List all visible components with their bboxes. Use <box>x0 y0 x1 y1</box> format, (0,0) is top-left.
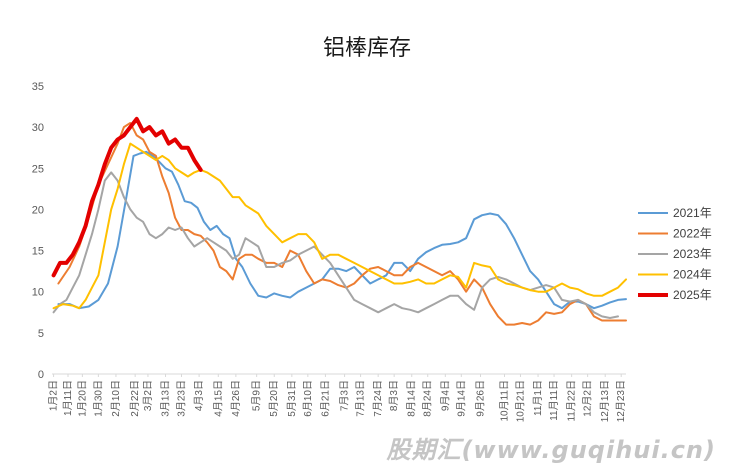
watermark-text: 股期汇(www.guqihui.cn) <box>386 436 716 464</box>
axis-layer: 0 5 10 15 20 25 30 35 1月2日 1月11日 1月20日 1月30日 2月10日 2月… <box>32 81 627 422</box>
legend-label: 2022年 <box>673 227 712 241</box>
x-tick-label: 9月26日 <box>475 380 487 417</box>
x-tick-label: 11月22日 <box>566 380 578 422</box>
chart-title: 铝棒库存 <box>322 36 411 61</box>
x-tick-label: 11月11日 <box>548 380 560 421</box>
x-tick-label: 3月2日 <box>142 380 154 411</box>
y-tick-label: 5 <box>38 328 44 340</box>
x-tick-label: 4月15日 <box>212 380 224 417</box>
x-tick-label: 3月23日 <box>176 380 188 417</box>
legend-label: 2024年 <box>673 268 712 282</box>
x-tick-label: 5月31日 <box>286 380 298 417</box>
x-tick-label: 5月9日 <box>251 380 263 411</box>
y-tick-label: 30 <box>32 122 44 134</box>
x-tick-label: 4月3日 <box>193 380 205 411</box>
x-tick-label: 1月2日 <box>48 380 60 411</box>
series-layer <box>51 116 627 326</box>
x-tick-label: 10月21日 <box>514 380 526 422</box>
x-tick-label: 5月20日 <box>268 380 280 417</box>
y-tick-label: 15 <box>32 246 44 258</box>
x-tick-label: 1月11日 <box>62 380 74 416</box>
x-tick-label: 2月22日 <box>129 380 141 417</box>
legend-label: 2023年 <box>673 247 712 261</box>
x-tick-label: 8月14日 <box>406 380 418 417</box>
legend-label: 2021年 <box>673 206 712 220</box>
x-tick-label: 1月20日 <box>76 380 88 417</box>
series-line-2 <box>57 122 627 326</box>
y-tick-label: 20 <box>32 204 44 216</box>
x-tick-label: 3月13日 <box>160 380 172 417</box>
y-tick-label: 35 <box>32 81 44 93</box>
y-tick-label: 0 <box>38 369 44 381</box>
x-tick-label: 4月26日 <box>230 380 242 417</box>
x-tick-label: 7月3日 <box>339 380 351 411</box>
x-tick-label: 12月2日 <box>582 380 594 417</box>
x-tick-label: 7月24日 <box>372 380 384 417</box>
legend-label: 2025年 <box>673 288 712 302</box>
x-tick-label: 9月4日 <box>439 380 451 411</box>
x-tick-label: 12月13日 <box>599 380 611 422</box>
x-tick-label: 7月13日 <box>355 380 367 417</box>
x-tick-label: 2月10日 <box>110 380 122 417</box>
x-tick-label: 6月21日 <box>319 380 331 417</box>
x-tick-label: 12月23日 <box>615 380 627 422</box>
series-line-3 <box>52 171 619 319</box>
x-tick-label: 8月24日 <box>422 380 434 417</box>
legend: 2021年 2022年 2023年 2024年 2025年 <box>638 206 712 302</box>
y-tick-label: 25 <box>32 163 44 175</box>
x-tick-label: 10月11日 <box>498 380 510 422</box>
x-tick-label: 9月14日 <box>455 380 467 417</box>
series-line-5 <box>51 116 203 278</box>
x-tick-label: 8月3日 <box>388 380 400 411</box>
x-tick-label: 6月10日 <box>302 380 314 417</box>
x-tick-label: 1月30日 <box>92 380 104 417</box>
y-tick-label: 10 <box>32 287 44 299</box>
series-line-4 <box>52 142 627 310</box>
x-tick-label: 11月1日 <box>532 380 544 416</box>
series-line-1 <box>57 150 627 310</box>
